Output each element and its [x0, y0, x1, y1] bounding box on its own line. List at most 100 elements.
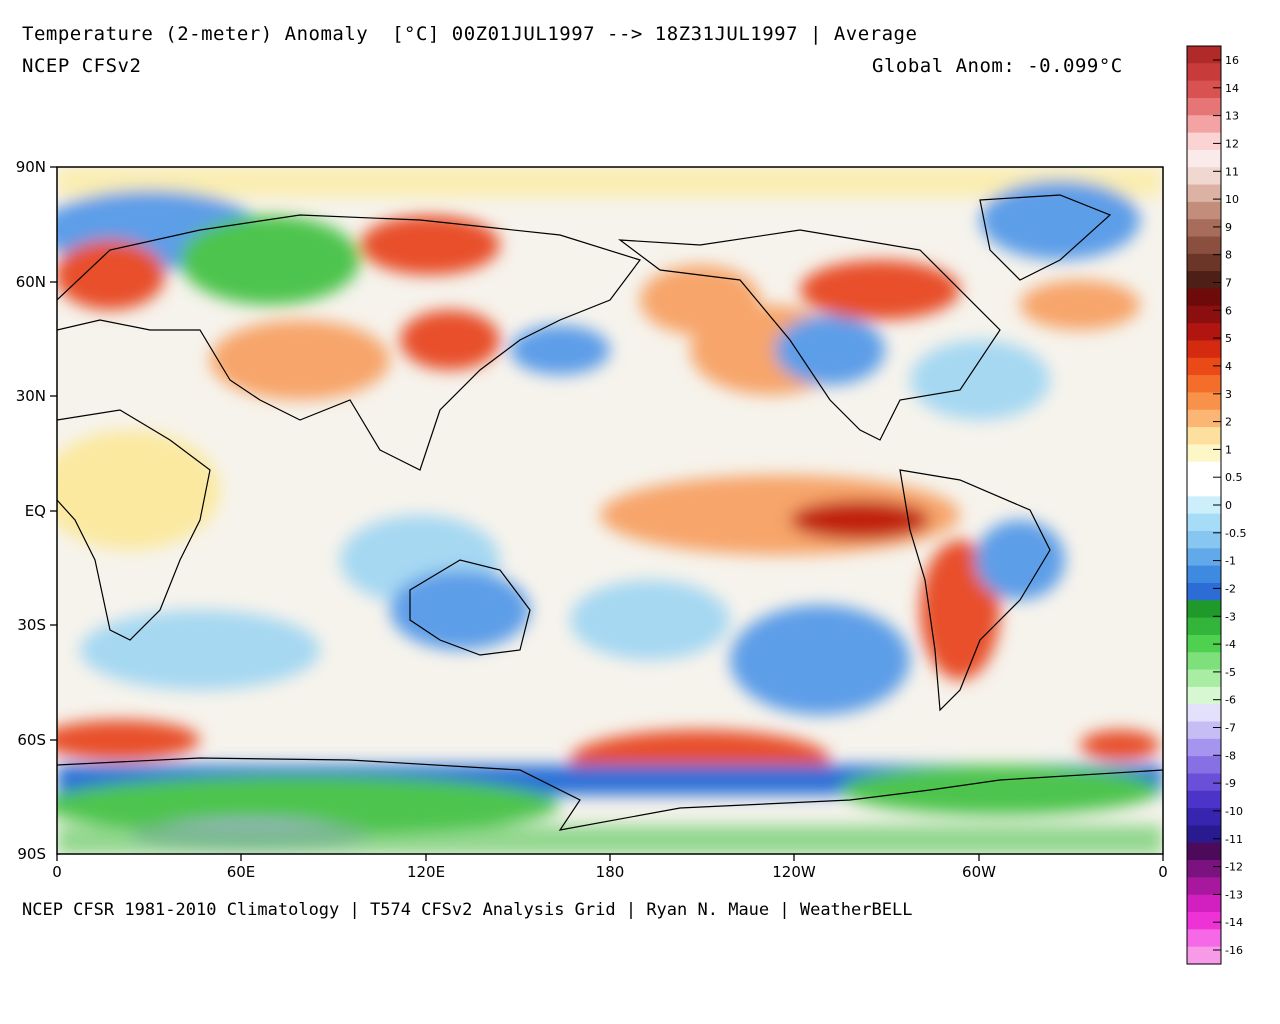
colorbar-swatch: [1187, 149, 1221, 168]
model-name: NCEP CFSv2: [22, 55, 142, 77]
colorbar-swatch: [1187, 357, 1221, 376]
colorbar-label: 10: [1225, 193, 1239, 206]
colorbar-label: 8: [1225, 249, 1232, 262]
map-title: Temperature (2-meter) Anomaly [°C] 00Z01…: [22, 23, 918, 45]
colorbar-swatch: [1187, 912, 1221, 930]
colorbar-swatch: [1187, 617, 1221, 636]
lon-tick-label: 120W: [772, 863, 816, 881]
colorbar-label: 7: [1225, 277, 1232, 290]
colorbar-label: 1: [1225, 443, 1232, 456]
colorbar-label: -8: [1225, 749, 1236, 762]
colorbar-label: 0: [1225, 499, 1232, 512]
colorbar-swatch: [1187, 548, 1221, 567]
colorbar-swatch: [1187, 773, 1221, 792]
colorbar-label: -0.5: [1225, 527, 1246, 540]
lon-tick-label: 0: [1158, 863, 1168, 881]
lat-tick-label: 60N: [16, 273, 46, 291]
colorbar-label: 13: [1225, 110, 1239, 123]
colorbar-swatch: [1187, 271, 1221, 290]
colorbar-swatch: [1187, 167, 1221, 186]
colorbar-swatch: [1187, 825, 1221, 844]
colorbar-swatch: [1187, 704, 1221, 723]
lon-tick-label: 60E: [227, 863, 256, 881]
lon-tick-label: 0: [52, 863, 62, 881]
colorbar-swatch: [1187, 340, 1221, 359]
colorbar-label: -13: [1225, 888, 1243, 901]
colorbar-swatch: [1187, 600, 1221, 619]
colorbar-swatch: [1187, 132, 1221, 151]
colorbar-swatch: [1187, 479, 1221, 497]
colorbar-swatch: [1187, 530, 1221, 549]
colorbar-swatch: [1187, 652, 1221, 671]
colorbar-swatch: [1187, 565, 1221, 584]
colorbar-swatch: [1187, 461, 1221, 480]
colorbar: [1186, 45, 1222, 965]
colorbar-label: -16: [1225, 944, 1243, 957]
colorbar-swatch: [1187, 80, 1221, 99]
colorbar-swatch: [1187, 236, 1221, 255]
colorbar-swatch: [1187, 409, 1221, 428]
colorbar-label: -3: [1225, 610, 1236, 623]
colorbar-label: 5: [1225, 332, 1232, 345]
global-anomaly: Global Anom: -0.099°C: [872, 55, 1123, 77]
colorbar-swatch: [1187, 721, 1221, 740]
colorbar-swatch: [1187, 288, 1221, 307]
colorbar-label: 0.5: [1225, 471, 1243, 484]
lon-tick-label: 60W: [962, 863, 996, 881]
colorbar-swatch: [1187, 860, 1221, 878]
colorbar-swatch: [1187, 253, 1221, 272]
lat-tick-label: 90S: [17, 845, 46, 863]
colorbar-label: 2: [1225, 416, 1232, 429]
colorbar-label: -6: [1225, 694, 1236, 707]
colorbar-swatch: [1187, 375, 1221, 394]
colorbar-label: -1: [1225, 555, 1236, 568]
lat-tick-label: 60S: [17, 731, 46, 749]
colorbar-swatch: [1187, 877, 1221, 896]
colorbar-swatch: [1187, 686, 1221, 705]
colorbar-swatch: [1187, 929, 1221, 948]
colorbar-swatch: [1187, 946, 1221, 965]
colorbar-label: 14: [1225, 82, 1239, 95]
lat-tick-label: 90N: [16, 158, 46, 176]
colorbar-swatch: [1187, 184, 1221, 203]
colorbar-swatch: [1187, 305, 1221, 324]
colorbar-swatch: [1187, 738, 1221, 757]
colorbar-label: -10: [1225, 805, 1243, 818]
colorbar-swatch: [1187, 756, 1221, 775]
colorbar-swatch: [1187, 219, 1221, 238]
colorbar-swatch: [1187, 513, 1221, 532]
colorbar-swatch: [1187, 323, 1221, 342]
colorbar-label: 6: [1225, 304, 1232, 317]
colorbar-label: -7: [1225, 722, 1236, 735]
colorbar-label: 12: [1225, 137, 1239, 150]
colorbar-swatch: [1187, 201, 1221, 220]
colorbar-label: -11: [1225, 833, 1243, 846]
colorbar-label: -5: [1225, 666, 1236, 679]
colorbar-swatch: [1187, 496, 1221, 515]
anomaly-field: [57, 167, 1163, 854]
colorbar-label: -4: [1225, 638, 1236, 651]
axis-ticks: [50, 166, 1164, 861]
colorbar-label: 16: [1225, 54, 1239, 67]
colorbar-labels: 16 14 13 12 11 10 9 8 7 6 5 4 3 2 1 0.5 0 -0.5 -1 -2 -3 -4 -5 -…: [1213, 54, 1246, 957]
lat-tick-label: 30S: [17, 616, 46, 634]
lat-tick-label: EQ: [25, 502, 46, 520]
colorbar-label: -9: [1225, 777, 1236, 790]
colorbar-swatch: [1187, 427, 1221, 445]
colorbar-label: 3: [1225, 388, 1232, 401]
colorbar-swatch: [1187, 115, 1221, 134]
colorbar-label: -2: [1225, 582, 1236, 595]
lon-tick-label: 120E: [407, 863, 445, 881]
colorbar-swatch: [1187, 634, 1221, 653]
coastlines: [57, 194, 1163, 831]
colorbar-swatch: [1187, 808, 1221, 827]
colorbar-swatch: [1187, 392, 1221, 411]
colorbar-label: -14: [1225, 916, 1243, 929]
colorbar-swatch: [1187, 790, 1221, 809]
colorbar-label: -12: [1225, 861, 1243, 874]
colorbar-swatch: [1187, 97, 1221, 116]
lat-tick-label: 30N: [16, 387, 46, 405]
colorbar-swatch: [1187, 842, 1221, 861]
lon-tick-label: 180: [596, 863, 625, 881]
